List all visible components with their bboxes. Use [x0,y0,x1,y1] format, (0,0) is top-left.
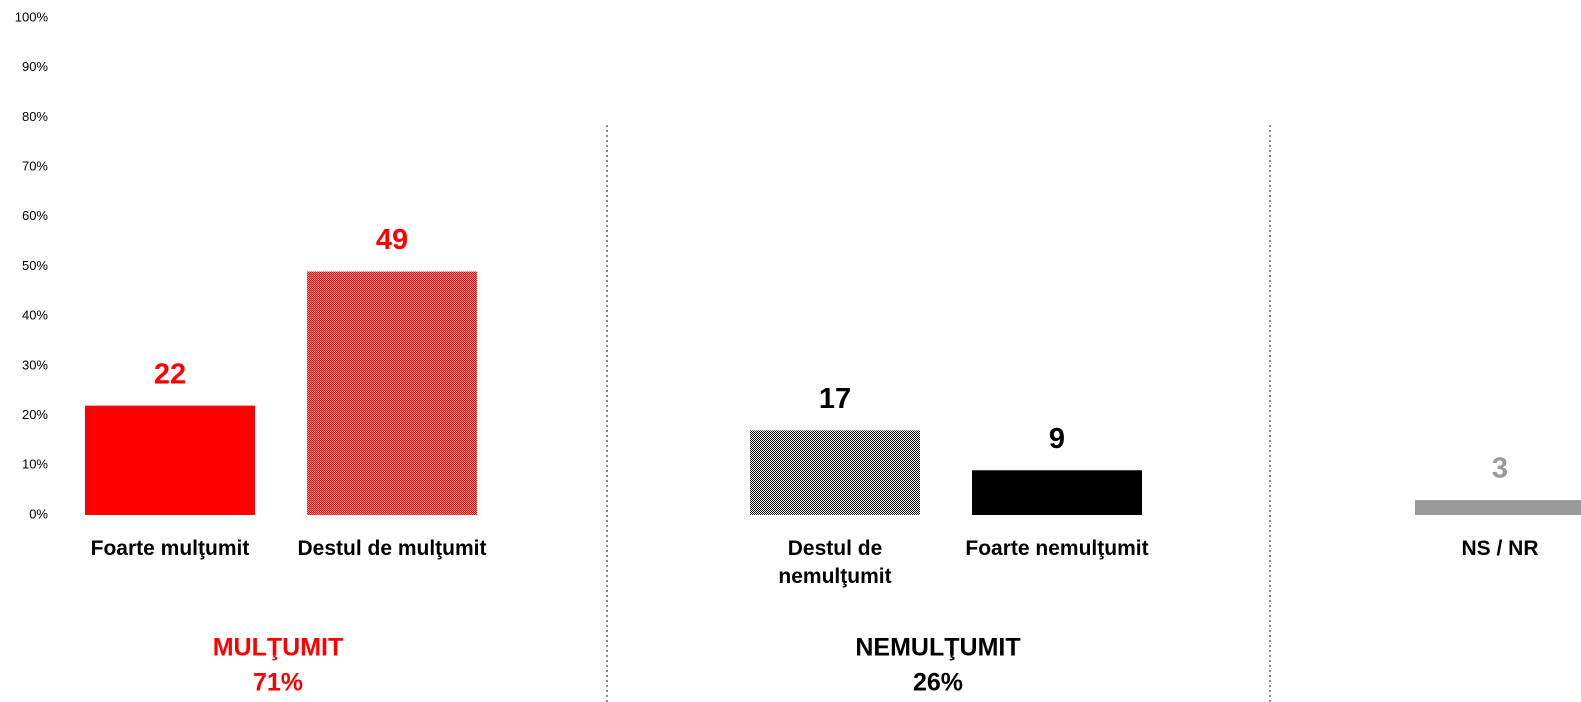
x-tick-label: Foarte nemulţumit [965,537,1148,560]
y-tick-label: 60% [22,208,48,223]
y-tick-label: 0% [29,506,48,521]
group-total: 71% [253,669,303,697]
y-tick-label: 70% [22,159,48,174]
value-label: 49 [376,224,408,256]
group-name: MULŢUMIT [213,634,344,662]
bar [750,430,920,515]
bar [85,405,255,515]
group-total: 26% [913,669,963,697]
y-tick-label: 40% [22,308,48,323]
y-tick-label: 10% [22,457,48,472]
value-label: 17 [819,383,851,415]
y-tick-label: 90% [22,59,48,74]
bar [972,470,1142,515]
bar [1415,500,1581,515]
y-tick-label: 50% [22,258,48,273]
y-tick-label: 100% [15,9,49,24]
x-tick-label: Foarte mulţumit [91,537,250,560]
x-tick-label: Destul de nemulţumit [778,537,891,588]
x-tick-label: Destul de mulţumit [297,537,486,560]
y-tick-label: 30% [22,357,48,372]
group-name: NEMULŢUMIT [855,634,1020,662]
y-tick-label: 80% [22,109,48,124]
y-tick-label: 20% [22,407,48,422]
value-label: 3 [1492,453,1508,485]
x-tick-label: NS / NR [1461,537,1538,560]
value-label: 22 [154,358,186,390]
value-label: 9 [1049,423,1065,455]
bar [307,271,477,515]
